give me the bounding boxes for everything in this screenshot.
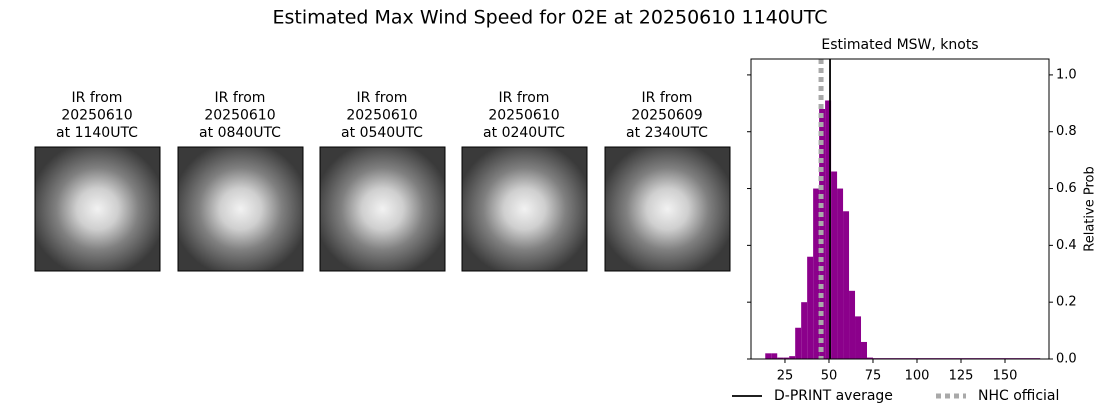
y-tick-label: 0.4: [1056, 238, 1077, 253]
panel-title: IR from: [357, 90, 408, 106]
bar: [825, 100, 832, 360]
panel-title: at 0240UTC: [483, 125, 565, 141]
panel-title: 20250609: [631, 108, 702, 124]
bar: [837, 188, 844, 359]
y-axis-label: Relative Prob: [1083, 166, 1098, 251]
y-tick-label: 1.0: [1056, 67, 1077, 82]
bar: [777, 357, 784, 359]
panel-title: at 0840UTC: [199, 125, 281, 141]
ir-image: [604, 146, 731, 272]
x-tick-label: 100: [905, 369, 930, 384]
figure-title: Estimated Max Wind Speed for 02E at 2025…: [272, 7, 827, 29]
x-tick-label: 50: [821, 369, 838, 384]
x-tick-label: 75: [865, 369, 882, 384]
axes-frame: [750, 58, 1050, 360]
ir-image: [319, 146, 446, 272]
bar: [861, 341, 867, 359]
x-tick-label: 125: [949, 369, 974, 384]
legend-label: NHC official: [978, 388, 1059, 404]
axes-title: Estimated MSW, knots: [821, 37, 978, 53]
panel-title: 20250610: [61, 108, 132, 124]
bar: [866, 357, 873, 359]
panel-title: IR from: [215, 90, 266, 106]
panel-title: IR from: [72, 90, 123, 106]
x-tick-label: 150: [993, 369, 1018, 384]
panel-title: IR from: [499, 90, 550, 106]
y-tick-label: 0.6: [1056, 181, 1077, 196]
ir-image: [34, 146, 161, 272]
bar: [795, 327, 802, 359]
panel-title: 20250610: [204, 108, 275, 124]
bar: [771, 353, 778, 359]
ir-image: [177, 146, 304, 272]
legend-label: D-PRINT average: [774, 388, 893, 404]
panel-title: at 2340UTC: [626, 125, 708, 141]
bar: [765, 353, 772, 359]
panel-title: at 0540UTC: [341, 125, 423, 141]
y-tick-label: 0.0: [1056, 352, 1077, 367]
x-tick-label: 25: [777, 369, 794, 384]
bar: [843, 211, 850, 359]
bar: [813, 188, 820, 359]
y-tick-label: 0.2: [1056, 295, 1077, 310]
bar: [849, 290, 856, 359]
bar: [807, 256, 814, 359]
y-tick-label: 0.8: [1056, 124, 1077, 139]
panel-title: 20250610: [346, 108, 417, 124]
panel-title: 20250610: [488, 108, 559, 124]
bar: [855, 316, 862, 359]
bar: [783, 357, 790, 359]
ir-image: [461, 146, 588, 272]
bar: [789, 356, 796, 359]
panel-title: IR from: [642, 90, 693, 106]
bar: [801, 302, 808, 359]
bar: [831, 171, 838, 359]
panel-title: at 1140UTC: [56, 125, 138, 141]
